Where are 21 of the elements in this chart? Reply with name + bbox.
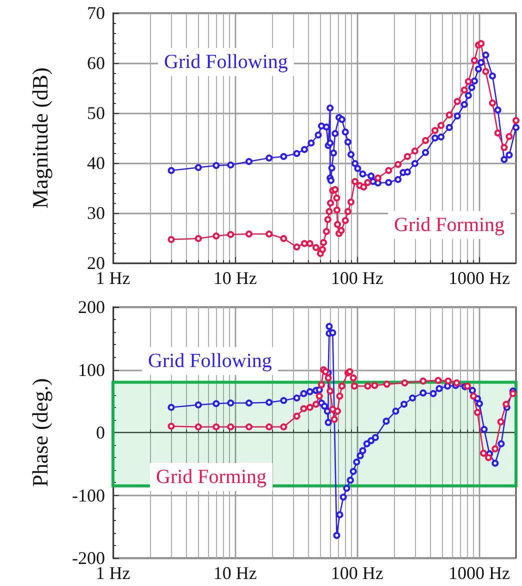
- y-axis-title: Magnitude (dB): [28, 67, 52, 209]
- y-tick-label: 60: [87, 53, 105, 73]
- x-tick-label: 10 Hz: [213, 563, 257, 583]
- y-tick-label: -100: [72, 485, 105, 506]
- x-tick-label: 1000 Hz: [448, 563, 510, 583]
- y-tick-label: 50: [87, 103, 105, 123]
- y-tick-label: 0: [96, 422, 105, 442]
- x-tick-label: 100 Hz: [330, 563, 384, 583]
- y-tick-label: 200: [78, 297, 105, 317]
- x-tick-label: 1000 Hz: [448, 268, 510, 288]
- y-tick-label: 30: [87, 203, 105, 223]
- x-tick-label: 10 Hz: [213, 268, 257, 288]
- series-label: Grid Forming: [156, 466, 267, 488]
- y-tick-label: 40: [87, 153, 105, 173]
- series-label: Grid Forming: [394, 214, 505, 236]
- text: Grid Following: [164, 51, 288, 73]
- series-label: Grid Following: [148, 350, 272, 372]
- y-tick-label: 100: [78, 360, 105, 380]
- y-tick-label: 70: [87, 3, 105, 23]
- y-axis-title: Phase (deg.): [28, 378, 52, 487]
- x-tick-label: 100 Hz: [330, 268, 384, 288]
